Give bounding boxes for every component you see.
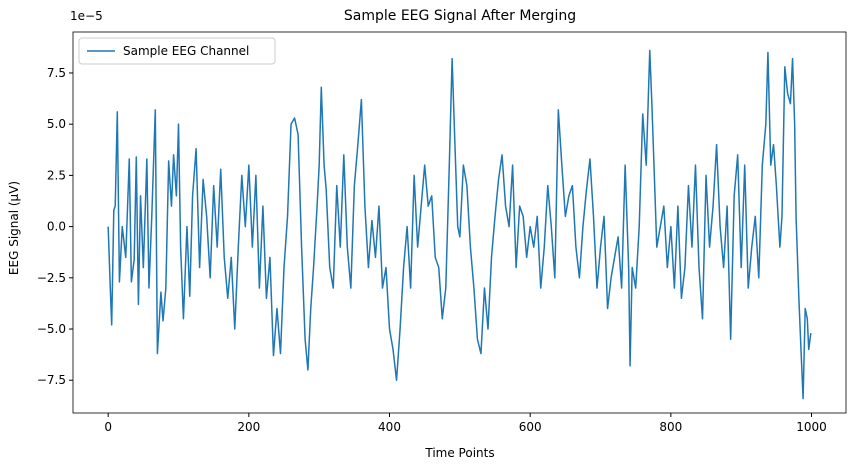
legend: Sample EEG Channel <box>78 37 276 65</box>
y-tick-label: 5.0 <box>47 117 66 131</box>
y-offset-label: 1e−5 <box>70 9 103 23</box>
y-tick-label: 0.0 <box>47 220 66 234</box>
data-line <box>107 49 812 400</box>
x-tick-label: 200 <box>237 420 260 434</box>
y-tick-label: 7.5 <box>47 66 66 80</box>
axes-frame <box>72 31 847 414</box>
x-tick-label: 600 <box>519 420 542 434</box>
legend-label: Sample EEG Channel <box>123 44 249 58</box>
x-tick-label: 800 <box>659 420 682 434</box>
chart-title: Sample EEG Signal After Merging <box>344 8 576 24</box>
legend-box <box>78 37 276 65</box>
x-tick-label: 1000 <box>796 420 827 434</box>
y-tick-label: −5.0 <box>37 322 66 336</box>
y-tick-label: −7.5 <box>37 373 66 387</box>
x-tick-label: 0 <box>104 420 112 434</box>
y-tick-label: −2.5 <box>37 271 66 285</box>
y-tick-label: 2.5 <box>47 168 66 182</box>
y-axis-label: EEG Signal (µV) <box>7 181 21 275</box>
x-axis-label: Time Points <box>424 446 494 460</box>
x-tick-label: 400 <box>378 420 401 434</box>
